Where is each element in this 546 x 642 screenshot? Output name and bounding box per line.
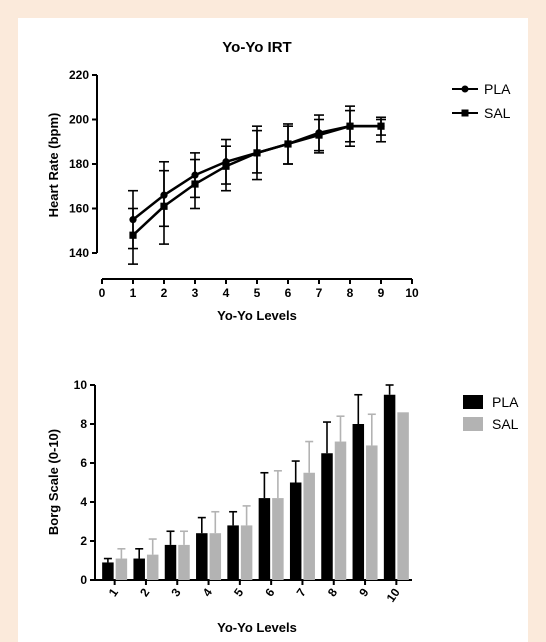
bar-pla [289, 482, 302, 580]
bar-pla [258, 498, 271, 580]
data-point-sal [191, 180, 199, 188]
line-chart-x-tick-label: 1 [130, 286, 137, 300]
bar-chart-x-tick-label: 6 [262, 585, 277, 599]
line-chart-x-tick-label: 2 [161, 286, 168, 300]
bar-sal [115, 558, 128, 580]
data-point-sal [253, 149, 261, 157]
line-chart-x-tick-label: 4 [223, 286, 230, 300]
legend-sal-label: SAL [484, 105, 511, 121]
line-chart-y-tick-label: 160 [69, 202, 89, 216]
data-point-sal [160, 202, 168, 210]
bar-chart-x-axis-label: Yo-Yo Levels [217, 620, 297, 635]
bar-pla [102, 562, 114, 580]
line-chart-title: Yo-Yo IRT [222, 39, 291, 56]
bar-chart-y-axis-label: Borg Scale (0-10) [46, 429, 61, 535]
bar-sal [272, 498, 284, 580]
bar-pla [383, 394, 396, 580]
line-chart-y-tick-label: 180 [69, 157, 89, 171]
bar-sal [366, 445, 378, 580]
data-point-sal [284, 140, 292, 148]
bar-chart-y-tick-label: 6 [80, 456, 87, 470]
line-chart-x-tick-label: 9 [378, 286, 385, 300]
data-point-sal [315, 131, 323, 139]
legend-pla-circle-marker [461, 85, 469, 93]
bar-sal [209, 533, 222, 580]
bar-chart-x-tick-label: 9 [356, 585, 371, 599]
line-chart-x-tick-label: 7 [316, 286, 323, 300]
bar-chart-x-tick-label: 2 [137, 585, 152, 599]
line-chart-x-tick-label: 5 [254, 286, 261, 300]
legend-pla-label: PLA [484, 81, 511, 97]
bar-chart-x-tick-label: 5 [231, 585, 246, 599]
bar-chart-y-tick-label: 8 [80, 417, 87, 431]
bar-sal [303, 472, 315, 580]
line-chart-y-tick-label: 200 [69, 113, 89, 127]
bar-pla [196, 533, 208, 580]
legend-sal-swatch [463, 417, 483, 431]
line-chart-x-tick-label: 3 [192, 286, 199, 300]
bar-chart-x-tick-label: 10 [384, 585, 403, 604]
line-chart-x-tick-label: 0 [99, 286, 106, 300]
line-chart-y-axis-label: Heart Rate (bpm) [46, 113, 61, 218]
bar-chart-x-tick-label: 7 [294, 585, 309, 599]
bar-sal [397, 412, 409, 580]
bar-chart-y-tick-label: 10 [74, 378, 88, 392]
legend-pla-swatch [463, 395, 483, 409]
data-point-sal [129, 231, 137, 239]
data-point-sal [222, 162, 230, 170]
bar-chart-legend: PLA SAL [463, 394, 519, 432]
legend-sal-bar-label: SAL [492, 416, 519, 432]
bar-pla [133, 558, 145, 580]
line-chart-y-tick-label: 140 [69, 246, 89, 260]
bar-chart-x-tick-label: 3 [168, 585, 183, 599]
line-chart-legend: PLA SAL [452, 81, 511, 121]
bar-pla [227, 525, 239, 580]
borg-scale-bar-chart: Yo-Yo Levels Borg Scale (0-10) PLA SAL 0… [46, 378, 519, 635]
bar-chart-x-tick-label: 4 [200, 585, 215, 599]
line-chart-x-axis-label: Yo-Yo Levels [217, 308, 297, 323]
bar-chart-x-tick-label: 8 [325, 585, 340, 599]
bar-chart-y-tick-label: 2 [80, 534, 87, 548]
legend-pla-bar-label: PLA [492, 394, 519, 410]
bar-sal [146, 554, 159, 580]
bar-chart-y-tick-label: 0 [80, 573, 87, 587]
bar-chart-x-tick-label: 1 [106, 585, 121, 599]
data-point-sal [377, 122, 385, 130]
line-chart-x-tick-label: 10 [405, 286, 419, 300]
bar-pla [164, 544, 177, 580]
bar-chart-y-tick-label: 4 [80, 495, 87, 509]
bar-sal [334, 441, 347, 580]
bar-sal [178, 544, 190, 580]
legend-sal-square-marker [461, 109, 469, 117]
bar-sal [240, 525, 253, 580]
line-chart-x-tick-label: 6 [285, 286, 292, 300]
data-point-sal [346, 122, 354, 130]
line-chart-y-tick-label: 220 [69, 68, 89, 82]
heart-rate-line-chart: Yo-Yo IRT Yo-Yo Levels Heart Rate (bpm) … [46, 39, 511, 323]
bar-pla [321, 453, 333, 580]
bar-pla [352, 424, 365, 580]
line-chart-x-tick-label: 8 [347, 286, 354, 300]
